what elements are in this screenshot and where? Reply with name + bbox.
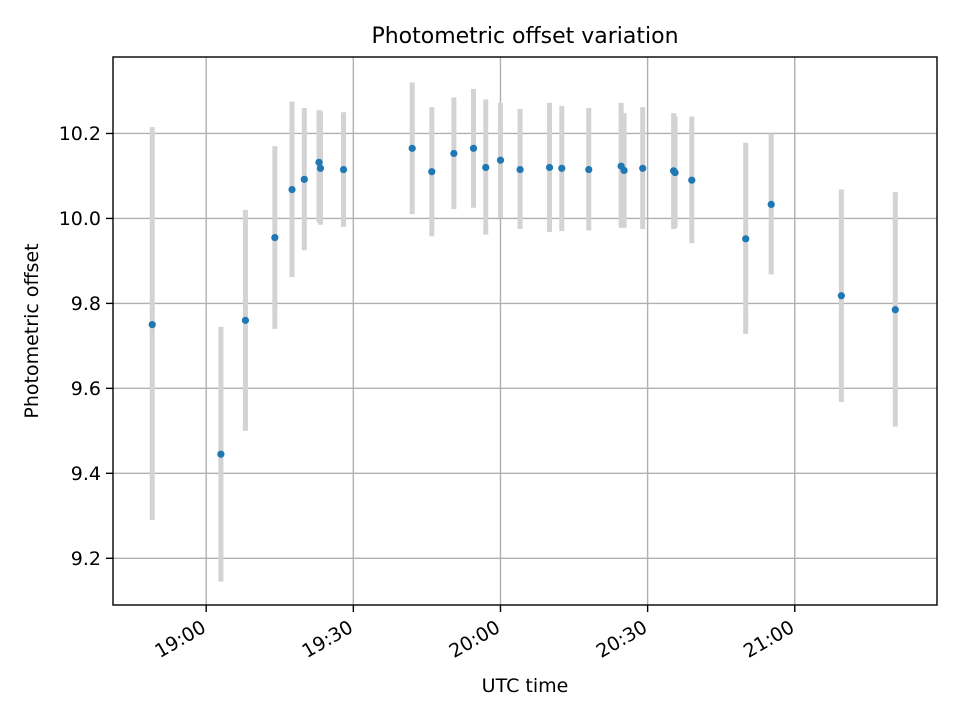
- data-point: [516, 165, 524, 174]
- y-axis-label: Photometric offset: [21, 243, 43, 418]
- data-point: [482, 163, 490, 172]
- data-point: [428, 168, 436, 176]
- data-point: [639, 164, 647, 172]
- plot-frame: [112, 56, 938, 606]
- data-point: [408, 144, 416, 152]
- data-point: [315, 158, 323, 166]
- data-point: [671, 168, 679, 177]
- data-point: [742, 235, 750, 243]
- data-point: [469, 144, 478, 152]
- data-point: [891, 306, 899, 314]
- data-point: [585, 165, 593, 174]
- data-point: [217, 450, 225, 458]
- y-tick-label: 9.2: [71, 548, 101, 570]
- data-point: [241, 316, 250, 324]
- data-point: [450, 149, 458, 158]
- y-axis: 9.2 9.4 9.6 9.8 10.0 10.2: [59, 123, 113, 570]
- data-point: [148, 321, 156, 329]
- data-point: [620, 166, 628, 175]
- data-point: [496, 156, 505, 164]
- y-tick-label: 10.0: [59, 208, 101, 230]
- data-point: [837, 292, 845, 300]
- grid: [113, 57, 937, 605]
- chart-title: Photometric offset variation: [371, 24, 678, 49]
- data-point: [688, 176, 696, 184]
- data-point: [316, 164, 325, 172]
- data-point: [300, 175, 308, 183]
- data-point: [271, 233, 279, 242]
- data-point: [767, 200, 775, 209]
- y-tick-label: 10.2: [59, 123, 101, 145]
- y-tick-label: 9.8: [71, 293, 101, 315]
- x-axis-label: UTC time: [482, 675, 569, 697]
- y-tick-label: 9.4: [71, 463, 101, 485]
- data-point: [288, 185, 296, 194]
- y-tick-label: 9.6: [71, 378, 101, 400]
- data-points: [148, 144, 899, 458]
- data-point: [558, 164, 566, 172]
- data-point: [339, 165, 348, 174]
- data-point: [545, 163, 554, 172]
